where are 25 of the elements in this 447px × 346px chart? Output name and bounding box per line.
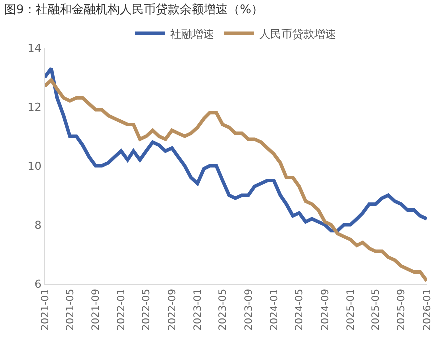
x-tick-label: 2022-01 [116,289,128,331]
x-tick-label: 2026-01 [422,289,434,331]
x-tick-label: 2023-09 [244,289,255,331]
chart-title: 图9：社融和金融机构人民币贷款余额增速（%） [4,2,264,17]
x-tick-label: 2021-09 [91,289,102,331]
x-tick-label: 2024-01 [269,289,280,331]
y-tick-label: 8 [34,218,42,232]
x-tick-label: 2024-05 [294,289,306,331]
x-tick-label: 2021-01 [40,289,52,331]
x-tick-label: 2024-09 [320,289,332,331]
y-tick-label: 14 [28,42,42,55]
x-tick-label: 2025-09 [396,289,408,331]
x-tick-label: 2025-05 [371,289,382,331]
legend-label: 人民币贷款增速 [260,28,336,41]
x-tick-label: 2022-09 [167,289,178,331]
y-tick-label: 6 [34,278,42,291]
x-tick-label: 2023-01 [192,289,204,331]
legend-label: 社融增速 [170,28,214,41]
x-tick-label: 2025-01 [346,289,357,331]
x-tick-label: 2021-05 [65,289,76,331]
y-tick-label: 10 [28,160,42,173]
x-tick-label: 2023-05 [218,289,230,331]
x-tick-label: 2022-05 [142,289,153,331]
line-series [45,66,427,233]
y-tick-label: 12 [28,100,42,114]
